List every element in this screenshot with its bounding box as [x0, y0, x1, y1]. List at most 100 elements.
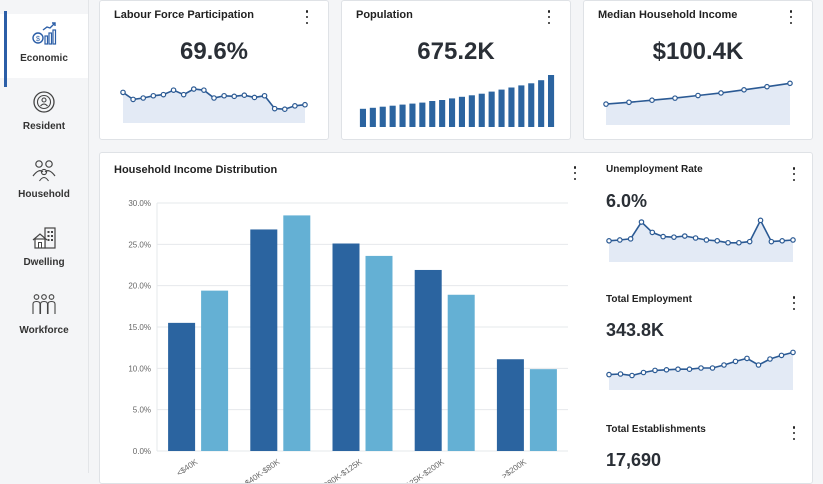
- establishments-title: Total Establishments: [606, 424, 706, 435]
- sparkline-point: [741, 87, 747, 93]
- sparkline-point: [768, 238, 775, 245]
- population-bar: [518, 85, 525, 127]
- sparkline-point: [130, 96, 136, 103]
- sparkline-point: [627, 236, 634, 242]
- sparkline-area: [609, 220, 793, 262]
- sparkline-point: [638, 219, 645, 225]
- nav-item-resident[interactable]: Resident: [0, 82, 88, 146]
- sparkline-line: [608, 218, 794, 244]
- population-bar: [488, 91, 495, 127]
- sparkline-point: [221, 92, 227, 99]
- sparkline-point: [629, 372, 635, 379]
- population-bar: [468, 95, 475, 127]
- sparkline-point: [725, 239, 731, 246]
- y-tick-label: 0.0%: [133, 447, 151, 456]
- card-title: Labour Force Participation: [114, 9, 254, 21]
- sparkline-point: [649, 229, 656, 236]
- sparkline-area: [123, 89, 305, 123]
- nav-item-dwelling[interactable]: Dwelling: [0, 218, 88, 282]
- sparkline-point: [649, 97, 655, 104]
- sparkline-point: [764, 83, 770, 90]
- labour-sparkline: [120, 86, 308, 123]
- x-tick-label: $125K-$200K: [401, 457, 447, 483]
- sparkline-point: [626, 99, 632, 106]
- more-options-icon[interactable]: [302, 10, 312, 24]
- more-options-icon[interactable]: [789, 167, 799, 181]
- population-bar: [548, 75, 555, 127]
- nav-label-resident: Resident: [22, 121, 66, 132]
- y-tick-label: 15.0%: [128, 323, 151, 332]
- sparkline-point: [606, 237, 612, 244]
- sparkline-point: [698, 365, 704, 371]
- sparkline-point: [736, 239, 742, 246]
- employment-title: Total Employment: [606, 294, 692, 305]
- population-bar: [538, 80, 545, 127]
- sparkline-point: [603, 101, 609, 107]
- sparkline-point: [140, 95, 147, 101]
- sparkline-point: [606, 371, 612, 378]
- income-bar: [365, 255, 393, 451]
- card-title: Household Income Distribution: [114, 164, 278, 176]
- median-income-card: Median Household Income $100.4K: [583, 0, 813, 140]
- more-options-icon[interactable]: [544, 10, 554, 24]
- sparkline-point: [746, 238, 753, 245]
- nav-item-workforce[interactable]: Workforce: [0, 286, 88, 350]
- sparkline-point: [211, 95, 217, 101]
- svg-text:$: $: [36, 36, 40, 43]
- sparkline-point: [170, 87, 177, 93]
- population-card: Population 675.2K: [341, 0, 571, 140]
- population-bar: [359, 108, 366, 127]
- nav-item-economic[interactable]: $ Economic: [0, 11, 88, 87]
- population-bar: [419, 102, 426, 127]
- sparkline-area: [606, 83, 790, 125]
- sparkline-point: [180, 91, 187, 98]
- population-bar: [399, 104, 406, 127]
- income-bar: [201, 290, 229, 451]
- kpi-value: $100.4K: [652, 38, 744, 65]
- nav-label-dwelling: Dwelling: [23, 257, 65, 268]
- nav-item-household[interactable]: Household: [0, 150, 88, 214]
- sparkline-point: [251, 94, 258, 101]
- sparkline-point: [150, 92, 157, 99]
- nav-label-economic: Economic: [20, 53, 68, 64]
- sparkline-point: [718, 90, 724, 96]
- sparkline-point: [779, 237, 785, 244]
- y-tick-label: 10.0%: [128, 364, 151, 373]
- sparkline-point: [755, 362, 762, 368]
- population-bar: [409, 103, 416, 127]
- more-options-icon[interactable]: [789, 296, 799, 310]
- population-bar: [498, 89, 505, 127]
- nav-label-workforce: Workforce: [19, 325, 69, 336]
- sparkline-point: [686, 366, 693, 373]
- sparkline-point: [787, 80, 793, 87]
- workers-icon: [32, 294, 56, 314]
- y-tick-label: 5.0%: [133, 406, 151, 415]
- employment-value: 343.8K: [606, 320, 665, 340]
- sparkline-point: [663, 366, 670, 373]
- income-bar: [529, 369, 557, 451]
- card-title: Population: [356, 9, 413, 21]
- population-bar: [379, 106, 386, 127]
- y-tick-label: 30.0%: [128, 199, 151, 208]
- sparkline-area: [609, 352, 793, 390]
- kpi-value: 675.2K: [417, 38, 495, 65]
- more-options-icon[interactable]: [786, 10, 796, 24]
- income-bar: [168, 322, 196, 451]
- house-building-icon: [32, 227, 56, 249]
- unemployment-value: 6.0%: [606, 191, 648, 211]
- sparkline-point: [160, 91, 167, 98]
- sparkline-point: [261, 92, 268, 99]
- sparkline-point: [757, 217, 764, 224]
- more-options-icon[interactable]: [789, 426, 799, 440]
- income-bar: [332, 243, 360, 451]
- sparkline-point: [672, 95, 678, 101]
- sparkline-point: [660, 233, 666, 240]
- population-bar: [478, 93, 485, 127]
- sparkline-point: [617, 371, 624, 377]
- population-bar: [528, 83, 535, 127]
- population-bar: [439, 100, 446, 127]
- more-options-icon[interactable]: [570, 166, 580, 180]
- income-distribution-card: Household Income Distribution 0.0% 5.0% 10…: [99, 152, 813, 484]
- sparkline-point: [201, 87, 207, 93]
- sparkline-point: [703, 237, 710, 243]
